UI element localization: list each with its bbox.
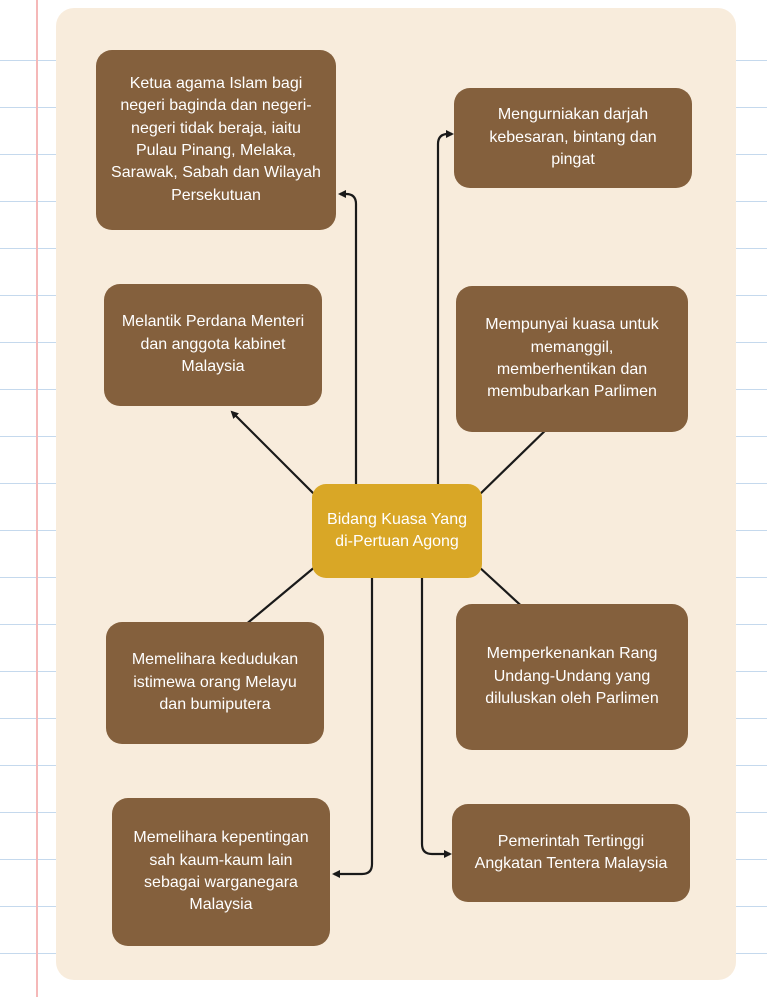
node-n2: Mengurniakan darjah kebesaran, bintang d… <box>454 88 692 188</box>
center-node: Bidang Kuasa Yang di-Pertuan Agong <box>312 484 482 578</box>
arrow-1 <box>438 134 452 486</box>
arrow-0 <box>340 194 356 486</box>
diagram-card: Bidang Kuasa Yang di-Pertuan Agong Ketua … <box>56 8 736 980</box>
node-n4: Mempunyai kuasa untuk memanggil, memberh… <box>456 286 688 432</box>
arrow-2 <box>232 412 316 496</box>
node-n6: Memperkenankan Rang Undang-Undang yang d… <box>456 604 688 750</box>
node-n7: Memelihara kepentingan sah kaum-kaum lai… <box>112 798 330 946</box>
node-n1: Ketua agama Islam bagi negeri baginda da… <box>96 50 336 230</box>
arrow-7 <box>422 576 450 854</box>
arrow-3 <box>478 422 554 496</box>
node-n5: Memelihara kedudukan istimewa orang Mela… <box>106 622 324 744</box>
node-n8: Pemerintah Tertinggi Angkatan Tentera Ma… <box>452 804 690 902</box>
notebook-margin <box>36 0 38 997</box>
node-n3: Melantik Perdana Menteri dan anggota kab… <box>104 284 322 406</box>
arrow-6 <box>334 576 372 874</box>
